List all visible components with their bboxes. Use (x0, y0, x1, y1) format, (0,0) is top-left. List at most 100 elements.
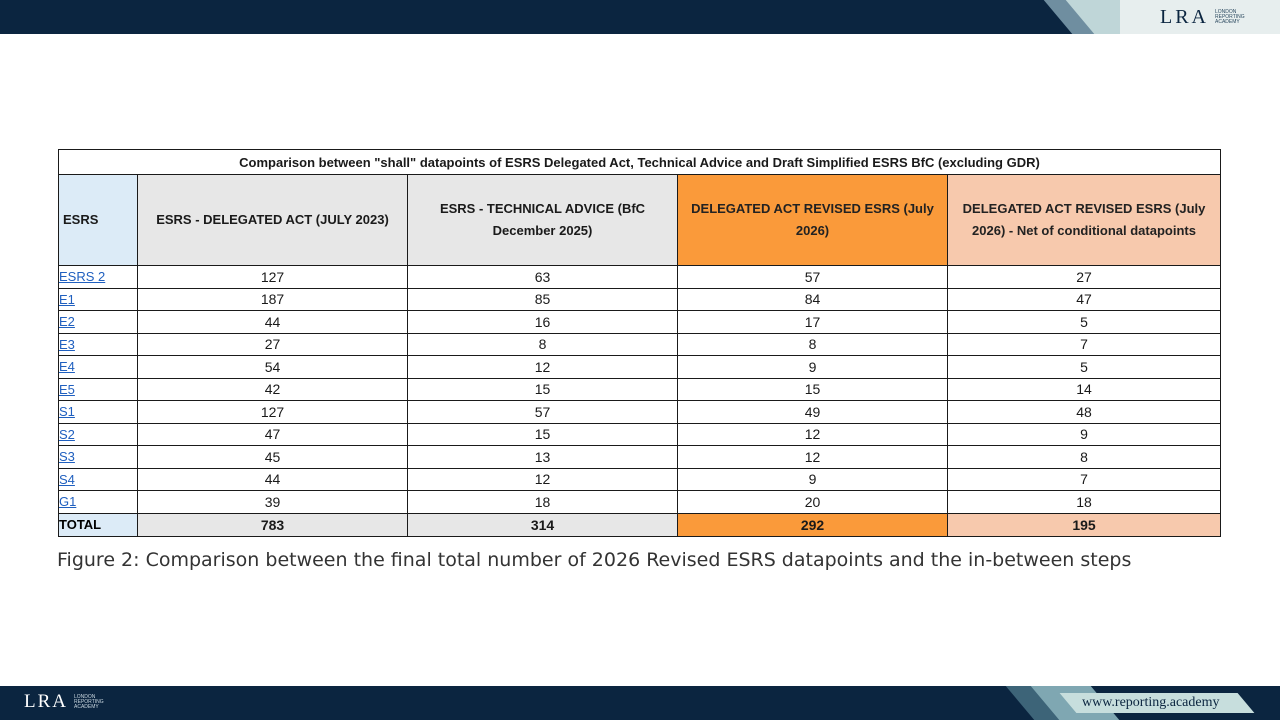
esrs-name-cell: S4 (58, 467, 138, 491)
table-total-row: TOTAL 783 314 292 195 (58, 512, 1222, 537)
value-cell: 14 (946, 377, 1222, 401)
table-row: ESRS 2 127 63 57 27 (58, 265, 1222, 289)
value-cell: 42 (137, 377, 408, 401)
value-cell: 39 (137, 490, 408, 514)
esrs-link[interactable]: E1 (59, 291, 75, 307)
value-cell: 187 (137, 287, 408, 311)
value-cell: 44 (137, 467, 408, 491)
esrs-link[interactable]: G1 (59, 494, 77, 510)
esrs-name-cell: E4 (58, 355, 138, 379)
logo-background (1120, 0, 1280, 34)
logo-mark: LRA (24, 691, 68, 712)
value-cell: 27 (946, 265, 1222, 289)
esrs-name-cell: E1 (58, 287, 138, 311)
website-link[interactable]: www.reporting.academy (1082, 695, 1220, 710)
value-cell: 9 (677, 355, 948, 379)
value-cell: 45 (137, 445, 408, 469)
value-cell: 57 (677, 265, 948, 289)
value-cell: 127 (137, 400, 408, 424)
table-row: E1 187 85 84 47 (58, 287, 1222, 311)
value-cell: 18 (407, 490, 678, 514)
value-cell: 17 (677, 310, 948, 334)
value-cell: 12 (407, 467, 678, 491)
value-cell: 8 (407, 332, 678, 356)
table-row: E4 54 12 9 5 (58, 355, 1222, 379)
esrs-name-cell: E2 (58, 310, 138, 334)
logo-subtitle: LONDON REPORTING ACADEMY (1215, 9, 1245, 25)
value-cell: 84 (677, 287, 948, 311)
value-cell: 48 (946, 400, 1222, 424)
value-cell: 8 (677, 332, 948, 356)
value-cell: 9 (946, 422, 1222, 446)
figure-caption: Figure 2: Comparison between the final t… (57, 549, 1132, 571)
value-cell: 54 (137, 355, 408, 379)
esrs-name-cell: G1 (58, 490, 138, 514)
table-row: G1 39 18 20 18 (58, 490, 1222, 514)
table-title: Comparison between "shall" datapoints of… (57, 149, 1222, 175)
esrs-link[interactable]: S4 (59, 471, 75, 487)
esrs-name-cell: S2 (58, 422, 138, 446)
total-cell: 314 (407, 512, 678, 537)
column-header-technical-advice: ESRS - TECHNICAL ADVICE (BfC December 20… (407, 174, 678, 266)
value-cell: 63 (407, 265, 678, 289)
column-header-revised-esrs-net: DELEGATED ACT REVISED ESRS (July 2026) -… (946, 174, 1222, 266)
header-logo: LRA LONDON REPORTING ACADEMY (1160, 6, 1255, 29)
total-cell: 195 (946, 512, 1222, 537)
column-header-revised-esrs: DELEGATED ACT REVISED ESRS (July 2026) (677, 174, 948, 266)
footer-logo: LRA LONDON REPORTING ACADEMY (24, 691, 114, 713)
value-cell: 57 (407, 400, 678, 424)
table-row: E3 27 8 8 7 (58, 332, 1222, 356)
column-header-esrs: ESRS (58, 174, 138, 266)
value-cell: 127 (137, 265, 408, 289)
esrs-link[interactable]: E4 (59, 359, 75, 375)
top-banner (0, 0, 1280, 34)
total-cell: 292 (677, 512, 948, 537)
esrs-link[interactable]: S1 (59, 404, 75, 420)
esrs-name-cell: S1 (58, 400, 138, 424)
value-cell: 12 (677, 445, 948, 469)
value-cell: 9 (677, 467, 948, 491)
logo-subtitle: LONDON REPORTING ACADEMY (74, 693, 104, 710)
value-cell: 18 (946, 490, 1222, 514)
table-row: S1 127 57 49 48 (58, 400, 1222, 424)
value-cell: 15 (407, 377, 678, 401)
esrs-link[interactable]: S2 (59, 426, 75, 442)
table-row: S3 45 13 12 8 (58, 445, 1222, 469)
esrs-link[interactable]: E2 (59, 314, 75, 330)
esrs-link[interactable]: E3 (59, 336, 75, 352)
value-cell: 7 (946, 467, 1222, 491)
value-cell: 15 (677, 377, 948, 401)
bottom-banner: LRA LONDON REPORTING ACADEMY www.reporti… (0, 686, 1280, 720)
esrs-name-cell: ESRS 2 (58, 265, 138, 289)
logo-mark: LRA (1160, 6, 1209, 28)
table-row: S4 44 12 9 7 (58, 467, 1222, 491)
value-cell: 5 (946, 310, 1222, 334)
value-cell: 16 (407, 310, 678, 334)
table-row: E5 42 15 15 14 (58, 377, 1222, 401)
value-cell: 12 (677, 422, 948, 446)
value-cell: 47 (137, 422, 408, 446)
value-cell: 49 (677, 400, 948, 424)
esrs-name-cell: S3 (58, 445, 138, 469)
esrs-name-cell: E5 (58, 377, 138, 401)
esrs-name-cell: E3 (58, 332, 138, 356)
value-cell: 44 (137, 310, 408, 334)
value-cell: 15 (407, 422, 678, 446)
value-cell: 5 (946, 355, 1222, 379)
value-cell: 13 (407, 445, 678, 469)
datapoints-table: Comparison between "shall" datapoints of… (57, 149, 1222, 537)
value-cell: 27 (137, 332, 408, 356)
value-cell: 47 (946, 287, 1222, 311)
table-title-row: Comparison between "shall" datapoints of… (57, 149, 1222, 175)
value-cell: 8 (946, 445, 1222, 469)
total-label: TOTAL (58, 512, 138, 537)
column-header-delegated-act-2023: ESRS - DELEGATED ACT (JULY 2023) (137, 174, 408, 266)
table-header-row: ESRS ESRS - DELEGATED ACT (JULY 2023) ES… (58, 174, 1222, 266)
total-cell: 783 (137, 512, 408, 537)
value-cell: 85 (407, 287, 678, 311)
value-cell: 7 (946, 332, 1222, 356)
esrs-link[interactable]: E5 (59, 381, 75, 397)
value-cell: 20 (677, 490, 948, 514)
esrs-link[interactable]: S3 (59, 449, 75, 465)
esrs-link[interactable]: ESRS 2 (59, 269, 106, 285)
